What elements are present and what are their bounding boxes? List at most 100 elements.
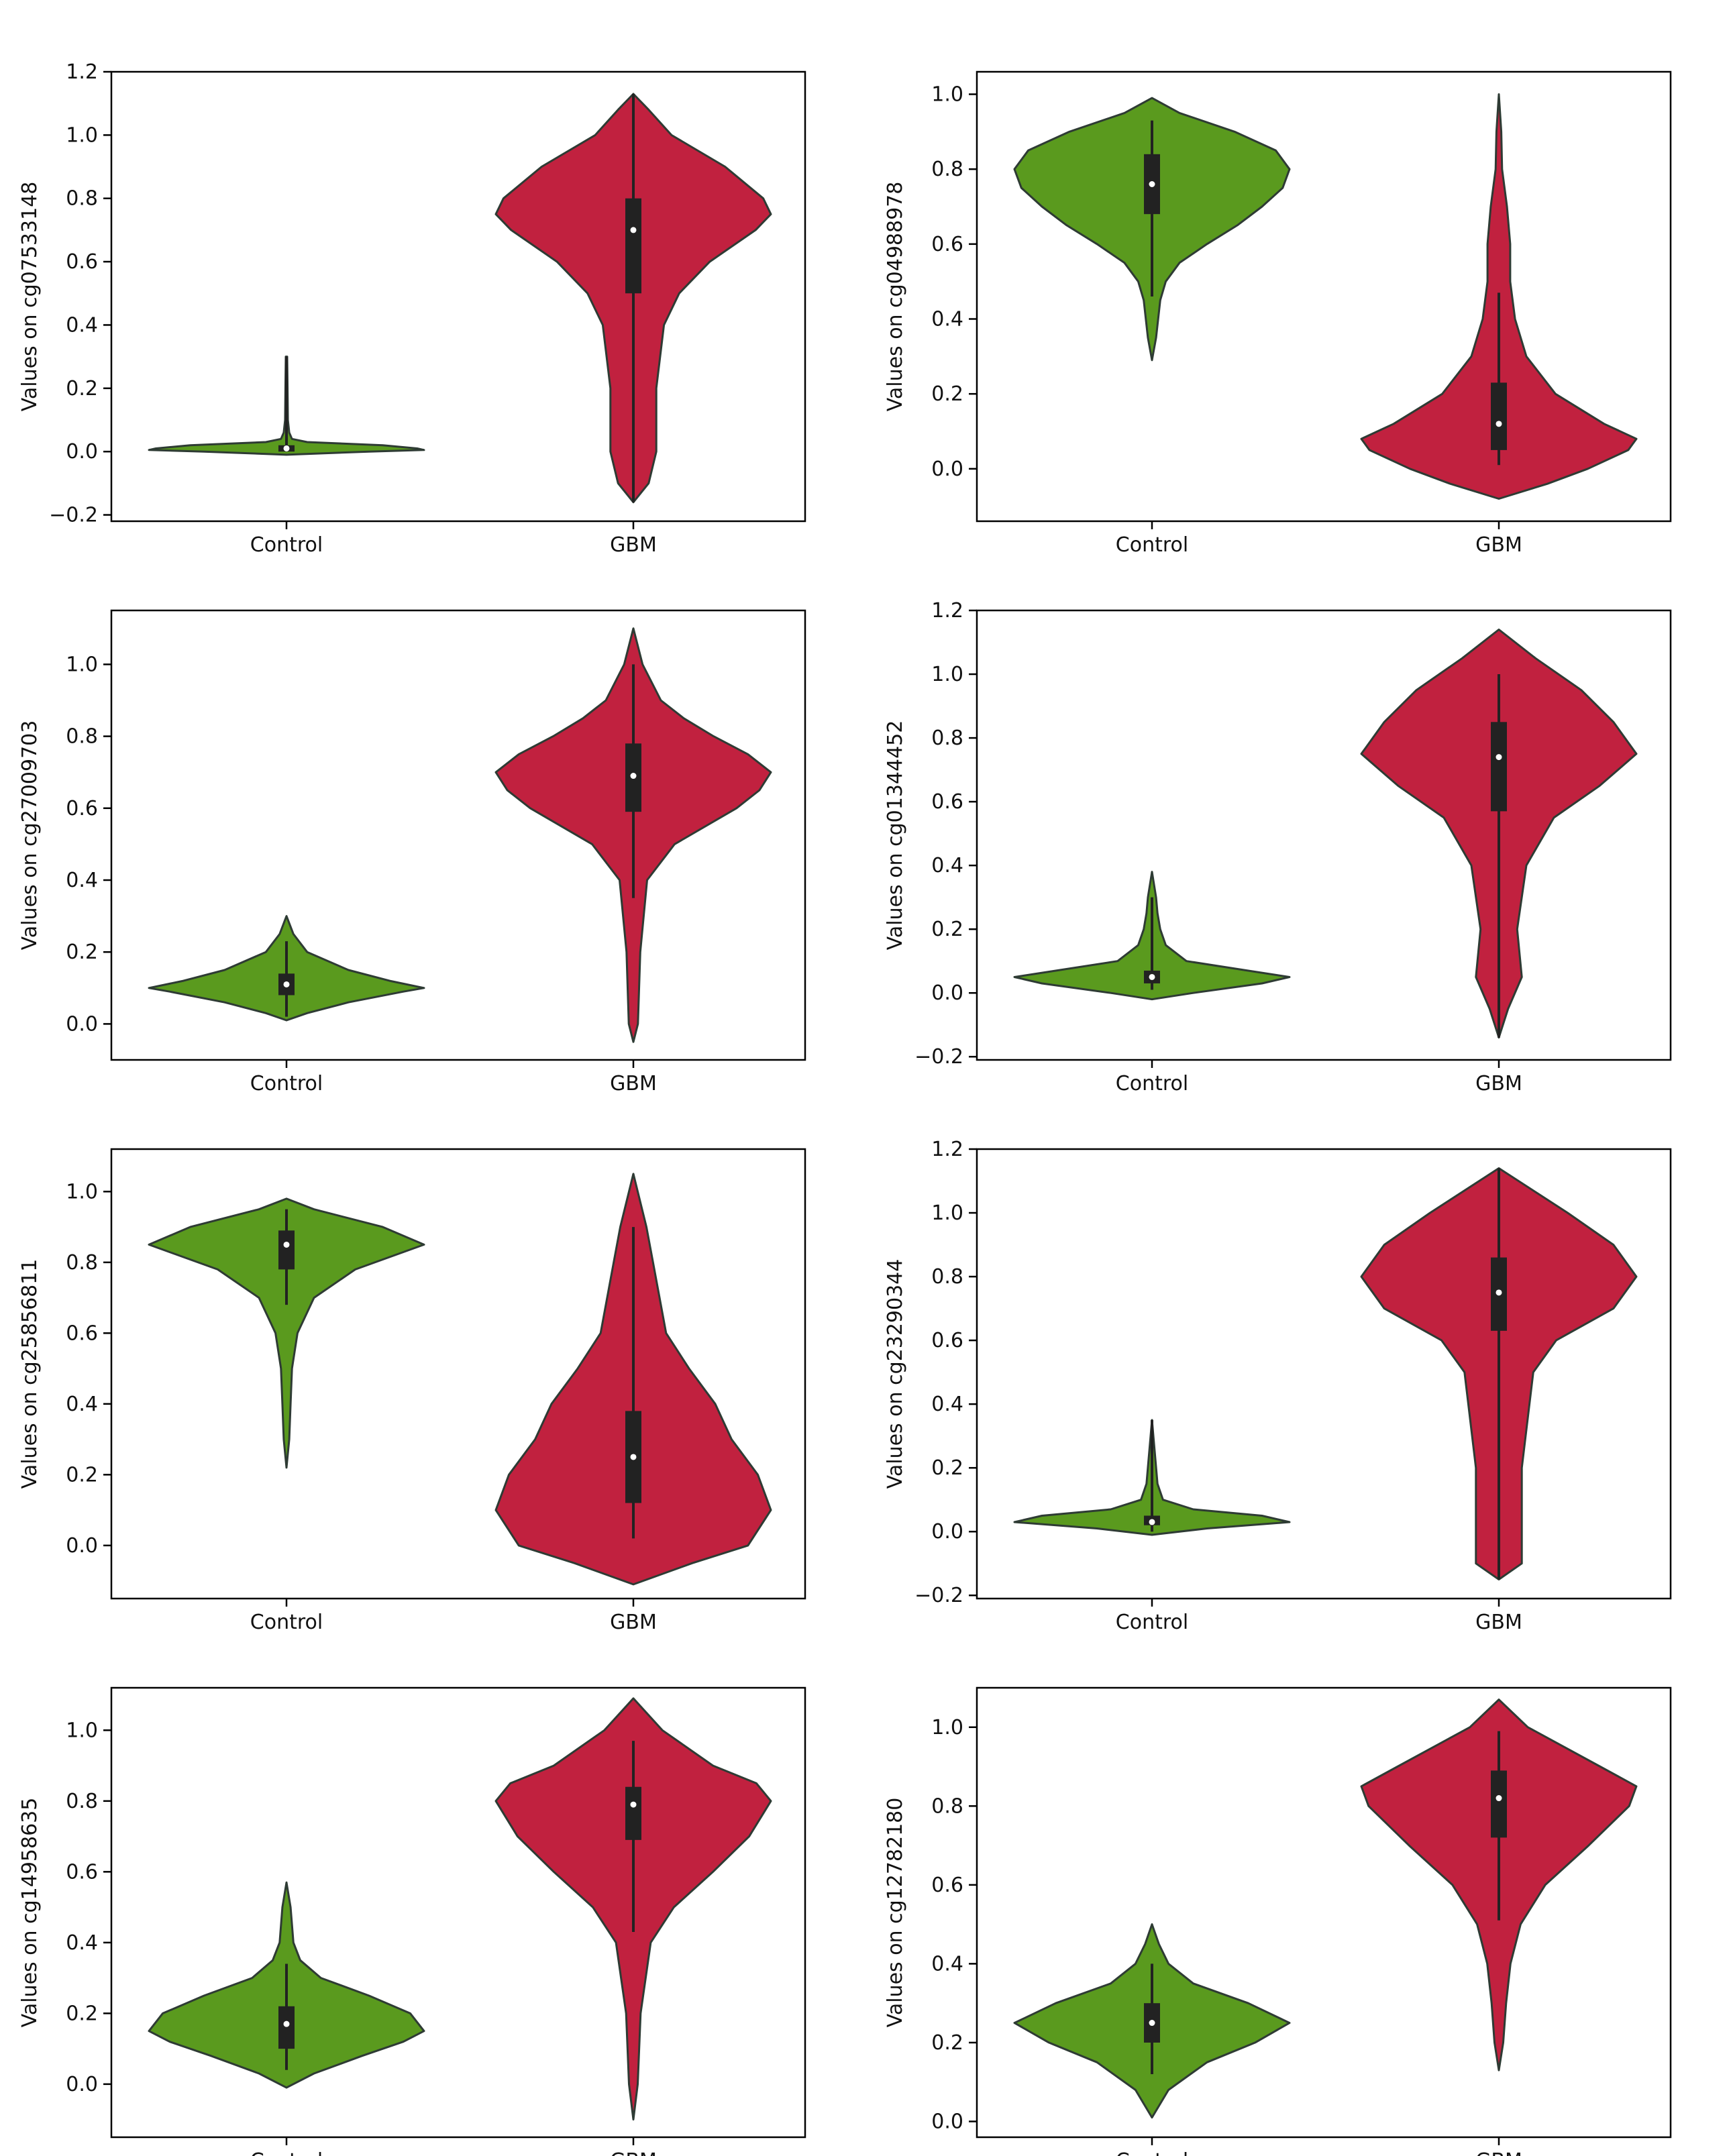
- y-tick-label: 0.8: [931, 726, 963, 750]
- y-tick-label: 0.4: [931, 854, 963, 877]
- violin-panel-3: 0.0 0.2 0.4 0.6 0.8 1.0 Control GBM Values on cg…: [0, 539, 866, 1095]
- y-tick-label: 0.4: [931, 1393, 963, 1416]
- plot-frame: [110, 1148, 806, 1600]
- x-tick-label-control: Control: [250, 533, 323, 557]
- y-tick-label: 0.0: [66, 1534, 98, 1558]
- y-tick-label: 1.2: [931, 1138, 963, 1161]
- violin-plot-1: −0.2 0.0 0.2 0.4 0.6 0.8 1.0 1.2 Control GBM Value…: [18, 60, 806, 557]
- plot-frame: [976, 1686, 1672, 2139]
- median-marker-gbm: [1496, 754, 1502, 761]
- median-marker-gbm: [630, 773, 637, 779]
- y-tick-label: 0.6: [931, 790, 963, 814]
- y-tick-label: 1.0: [931, 83, 963, 107]
- plot-frame: [976, 70, 1672, 523]
- violin-panel-4: −0.2 0.0 0.2 0.4 0.6 0.8 1.0 1.2 Control GBM Value…: [866, 539, 1731, 1095]
- violin-plot-6: −0.2 0.0 0.2 0.4 0.6 0.8 1.0 1.2 Control GBM Value…: [884, 1138, 1672, 1634]
- plot-frame: [110, 70, 806, 523]
- y-tick-label: 0.2: [931, 1456, 963, 1480]
- y-tick-label: 1.0: [931, 1716, 963, 1739]
- x-tick-label-control: Control: [250, 1611, 323, 1634]
- median-marker-control: [283, 981, 290, 987]
- y-tick-label: 0.8: [931, 1794, 963, 1818]
- y-tick-label: 0.4: [931, 308, 963, 331]
- y-tick-label: 0.8: [931, 1265, 963, 1289]
- x-tick-label-gbm: GBM: [610, 2149, 657, 2156]
- y-tick-label: 0.6: [931, 1329, 963, 1352]
- iqr-box-gbm: [1491, 382, 1507, 450]
- violin-plot-7: 0.0 0.2 0.4 0.6 0.8 1.0 Control GBM Values on cg…: [18, 1686, 806, 2156]
- median-marker-gbm: [1496, 1289, 1502, 1296]
- iqr-box-gbm: [625, 1786, 641, 1840]
- median-marker-gbm: [1496, 1795, 1502, 1802]
- x-tick-label-gbm: GBM: [610, 533, 657, 557]
- y-tick-label: 0.6: [66, 1322, 98, 1345]
- violin-control: [148, 1197, 425, 1469]
- median-marker-control: [283, 1241, 290, 1248]
- y-tick-label: 1.0: [66, 1180, 98, 1203]
- iqr-box-gbm: [625, 198, 641, 294]
- y-tick-label: 0.0: [931, 457, 963, 481]
- y-tick-label: 0.0: [66, 440, 98, 464]
- y-tick-label: 0.0: [66, 1012, 98, 1036]
- median-marker-control: [283, 445, 290, 451]
- violin-plot-5: 0.0 0.2 0.4 0.6 0.8 1.0 Control GBM Values on cg…: [18, 1148, 806, 1634]
- x-tick-label-control: Control: [1116, 1072, 1188, 1095]
- median-marker-control: [1149, 973, 1155, 980]
- median-marker-control: [1149, 1519, 1155, 1525]
- y-tick-label: 0.8: [66, 1251, 98, 1275]
- y-tick-label: 0.0: [931, 2110, 963, 2133]
- violin-panel-8: 0.0 0.2 0.4 0.6 0.8 1.0 Control GBM Values on cg…: [866, 1616, 1731, 2156]
- y-axis-label: Values on cg27009703: [18, 720, 42, 951]
- iqr-box-control: [278, 1230, 295, 1270]
- y-tick-label: 0.2: [931, 918, 963, 941]
- median-marker-gbm: [1496, 421, 1502, 427]
- x-tick-label-gbm: GBM: [610, 1072, 657, 1095]
- y-tick-label: 0.8: [66, 1790, 98, 1813]
- y-axis-label: Values on cg01344452: [884, 720, 907, 951]
- y-tick-label: 0.8: [66, 187, 98, 211]
- y-tick-label: 0.6: [66, 797, 98, 820]
- median-marker-control: [1149, 2020, 1155, 2027]
- violin-panel-1: −0.2 0.0 0.2 0.4 0.6 0.8 1.0 1.2 Control GBM Value…: [0, 0, 866, 557]
- median-marker-control: [1149, 181, 1155, 187]
- y-tick-label: 0.0: [66, 2073, 98, 2096]
- y-tick-label: 1.0: [66, 123, 98, 147]
- y-tick-label: 0.0: [931, 981, 963, 1005]
- iqr-box-control: [278, 2006, 295, 2049]
- y-tick-label: 0.4: [66, 1931, 98, 1955]
- y-axis-label: Values on cg07533148: [18, 182, 42, 412]
- violin-plot-3: 0.0 0.2 0.4 0.6 0.8 1.0 Control GBM Values on cg…: [18, 609, 806, 1095]
- y-tick-label: 0.6: [931, 233, 963, 256]
- y-tick-label: 0.2: [931, 2031, 963, 2055]
- y-tick-label: 0.4: [931, 1952, 963, 1976]
- y-tick-label: 0.8: [66, 725, 98, 749]
- x-tick-label-gbm: GBM: [1475, 1611, 1522, 1634]
- x-tick-label-gbm: GBM: [1475, 1072, 1522, 1095]
- y-tick-label: 0.4: [66, 1393, 98, 1416]
- y-tick-label: 0.2: [66, 1463, 98, 1487]
- plot-frame: [976, 1148, 1672, 1600]
- median-marker-control: [283, 2020, 290, 2027]
- x-tick-label-gbm: GBM: [1475, 2149, 1522, 2156]
- y-axis-label: Values on cg25856811: [18, 1259, 42, 1489]
- x-tick-label-control: Control: [250, 1072, 323, 1095]
- y-tick-label: 0.8: [931, 158, 963, 181]
- x-tick-label-control: Control: [250, 2149, 323, 2156]
- y-tick-label: −0.2: [49, 504, 98, 527]
- y-tick-label: 0.6: [66, 1860, 98, 1884]
- x-tick-label-control: Control: [1116, 2149, 1188, 2156]
- y-tick-label: 0.2: [66, 377, 98, 400]
- y-tick-label: 0.2: [931, 382, 963, 406]
- y-tick-label: 0.6: [66, 250, 98, 274]
- plot-frame: [110, 1686, 806, 2139]
- y-tick-label: 1.2: [66, 60, 98, 84]
- violin-plot-2: 0.0 0.2 0.4 0.6 0.8 1.0 Control GBM Values on cg…: [884, 70, 1672, 557]
- median-marker-gbm: [630, 1801, 637, 1808]
- x-tick-label-gbm: GBM: [610, 1611, 657, 1634]
- iqr-box-gbm: [1491, 1770, 1507, 1838]
- y-tick-label: 0.4: [66, 869, 98, 892]
- y-tick-label: 0.0: [931, 1520, 963, 1544]
- violin-panel-7: 0.0 0.2 0.4 0.6 0.8 1.0 Control GBM Values on cg…: [0, 1616, 866, 2156]
- y-axis-label: Values on cg23290344: [884, 1259, 907, 1489]
